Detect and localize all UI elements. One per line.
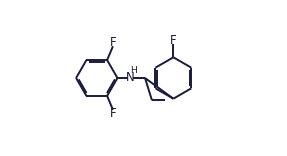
Text: N: N xyxy=(126,71,135,84)
Text: F: F xyxy=(110,36,116,49)
Text: F: F xyxy=(110,107,116,120)
Text: H: H xyxy=(130,66,137,75)
Text: F: F xyxy=(170,34,177,47)
